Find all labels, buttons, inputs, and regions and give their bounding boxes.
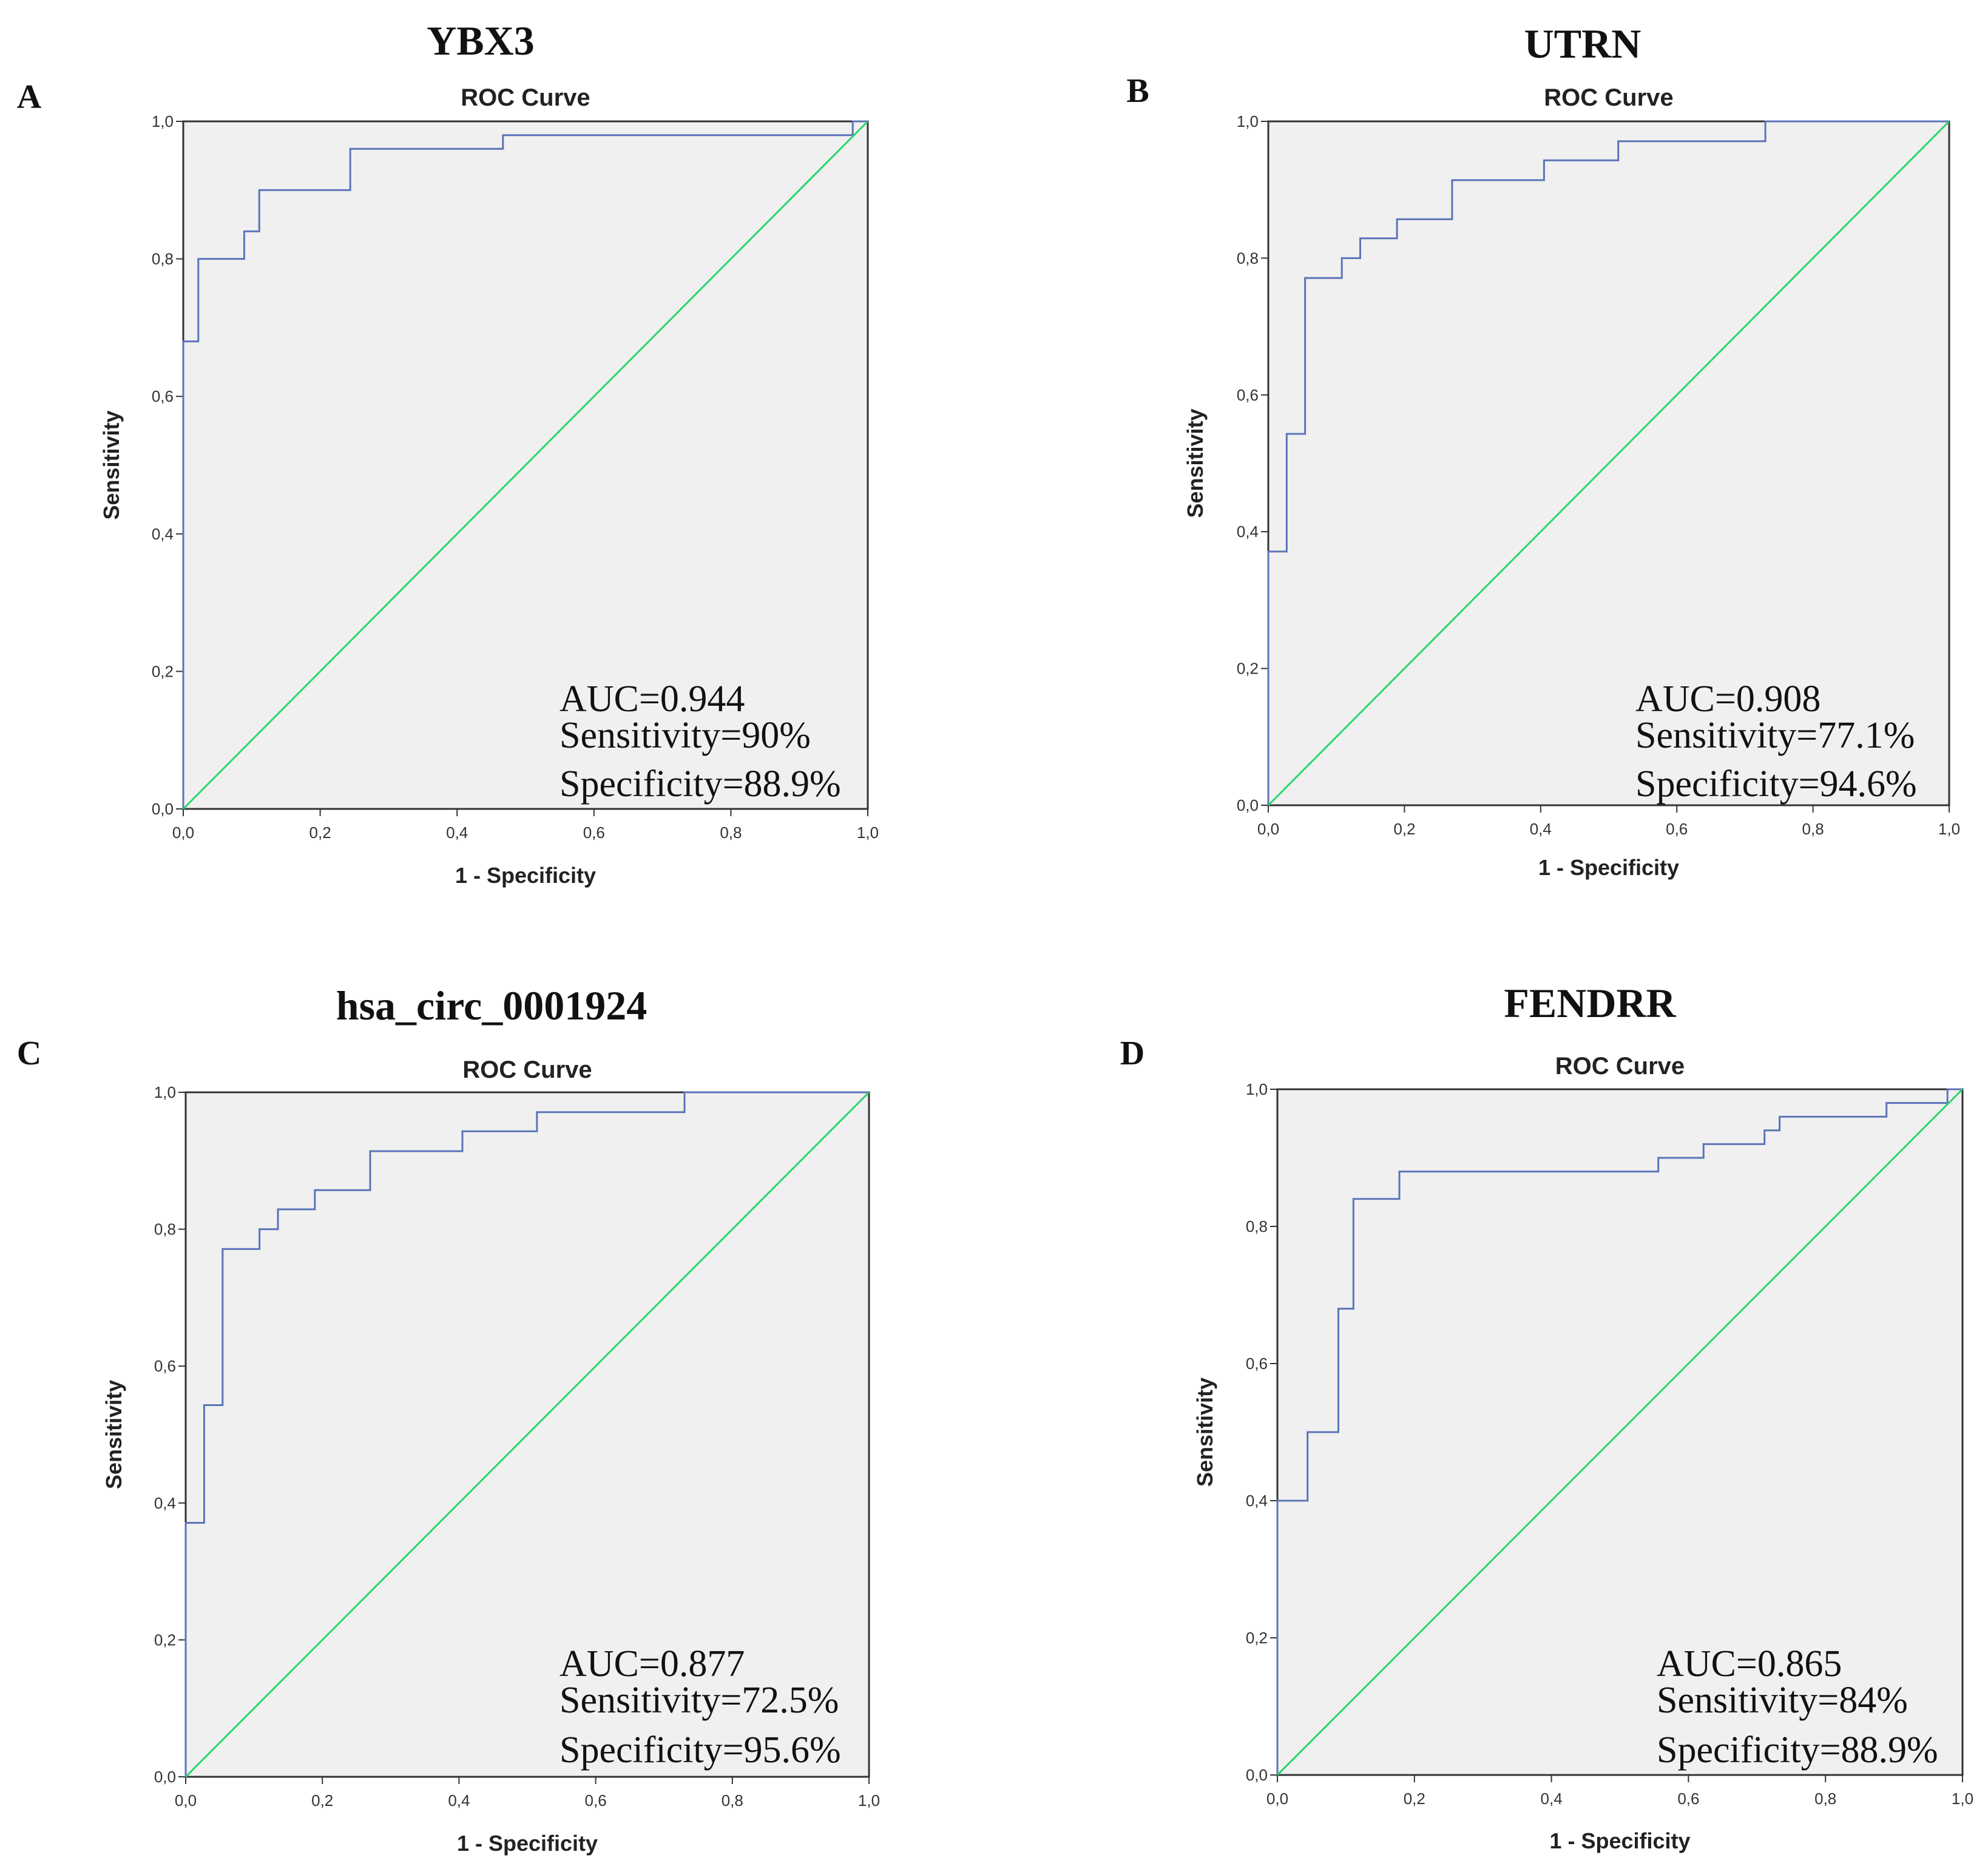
x-tick-label: 0,8 [720,823,742,842]
sensitivity-text: Sensitivity=84% [1657,1680,1908,1721]
x-tick-label: 0,6 [583,823,605,842]
y-tick-label: 0,0 [1246,1766,1268,1784]
roc-panel-d: FENDRR D ROC Curve 0,0 0,0 0,2 0,2 0,4 0,4 0,6 0,6… [1120,980,1973,1853]
panel-letter: B [1126,72,1149,110]
gene-title: YBX3 [427,18,535,64]
reference-diagonal-line [1276,1088,1964,1776]
y-tick-label: 0,4 [154,1494,176,1512]
x-tick-label: 0,0 [1257,820,1279,838]
roc-curve-line [1276,1088,1963,1775]
roc-panel-a: YBX3 A ROC Curve 0,0 0,0 0,2 0,2 0,4 0,4 0,6 0,6 0,… [17,18,879,888]
y-tick-label: 0,4 [1237,522,1259,541]
x-tick-label: 0,8 [722,1791,743,1810]
x-axis-label: 1 - Specificity [455,863,596,888]
x-tick-label: 0,8 [1802,820,1824,838]
roc-curve-line [182,120,868,809]
panel-letter: C [17,1035,41,1072]
x-axis-label: 1 - Specificity [1538,855,1679,880]
x-tick-label: 1,0 [857,823,879,842]
y-axis-label: Sensitivity [1192,1378,1217,1487]
auc-text: AUC=0.877 [560,1643,745,1685]
y-tick-label: 1,0 [152,112,174,130]
chart-title: ROC Curve [461,84,590,111]
y-axis-label: Sensitivity [99,410,124,519]
x-tick-label: 0,0 [175,1791,197,1810]
y-tick-label: 0,2 [1237,660,1259,678]
x-tick-label: 0,2 [309,823,331,842]
x-tick-label: 0,6 [1666,820,1688,838]
roc-curve-line [1267,120,1949,805]
x-tick-label: 1,0 [858,1791,880,1810]
specificity-text: Specificity=94.6% [1635,763,1917,805]
y-tick-label: 0,8 [1246,1217,1268,1236]
panel-letter: A [17,78,42,116]
y-axis-label: Sensitivity [101,1380,126,1489]
x-tick-label: 0,4 [448,1791,470,1810]
y-tick-label: 0,8 [152,250,174,268]
roc-panel-c: hsa_circ_0001924 C ROC Curve 0,0 0,0 0,2 0,2 0,… [17,982,880,1856]
y-tick-label: 1,0 [154,1083,176,1101]
x-tick-label: 0,4 [446,823,468,842]
auc-text: AUC=0.865 [1657,1643,1842,1685]
y-tick-label: 0,0 [1237,796,1259,814]
y-tick-label: 0,6 [1237,386,1259,404]
y-tick-label: 0,4 [1246,1492,1268,1510]
sensitivity-text: Sensitivity=77.1% [1635,715,1915,756]
x-axis-label: 1 - Specificity [1549,1828,1690,1853]
x-tick-label: 1,0 [1952,1790,1973,1808]
x-tick-label: 0,2 [1393,820,1415,838]
y-tick-label: 0,4 [152,525,174,543]
x-tick-label: 0,2 [1404,1790,1425,1808]
y-tick-label: 0,2 [154,1631,176,1649]
reference-diagonal-line [182,120,869,810]
roc-curve-line [184,1091,869,1777]
sensitivity-text: Sensitivity=72.5% [560,1680,839,1721]
x-tick-label: 0,4 [1541,1790,1563,1808]
y-tick-label: 0,0 [154,1768,176,1786]
y-tick-label: 0,8 [154,1220,176,1239]
x-tick-label: 0,6 [1677,1790,1699,1808]
y-axis-label: Sensitivity [1183,408,1208,518]
x-tick-label: 0,8 [1814,1790,1836,1808]
specificity-text: Specificity=88.9% [560,763,841,805]
y-tick-label: 0,0 [152,800,174,818]
y-tick-label: 0,6 [1246,1354,1268,1373]
chart-title: ROC Curve [1544,84,1673,111]
y-tick-label: 0,6 [154,1357,176,1375]
y-tick-label: 1,0 [1246,1080,1268,1098]
x-tick-label: 0,0 [172,823,194,842]
sensitivity-text: Sensitivity=90% [560,715,811,756]
x-axis-label: 1 - Specificity [457,1831,598,1856]
specificity-text: Specificity=88.9% [1657,1729,1938,1771]
x-tick-label: 0,6 [585,1791,607,1810]
gene-title: UTRN [1524,21,1641,67]
x-tick-label: 0,0 [1266,1790,1288,1808]
auc-text: AUC=0.908 [1635,678,1821,720]
y-tick-label: 0,6 [152,387,174,405]
reference-diagonal-line [1267,120,1950,806]
x-tick-label: 1,0 [1938,820,1960,838]
gene-title: hsa_circ_0001924 [336,982,647,1029]
reference-diagonal-line [184,1091,870,1778]
y-tick-label: 0,2 [1246,1629,1268,1647]
y-tick-label: 0,2 [152,662,174,680]
y-tick-label: 1,0 [1237,112,1259,130]
panel-letter: D [1120,1035,1144,1072]
auc-text: AUC=0.944 [560,678,745,720]
x-tick-label: 0,2 [311,1791,333,1810]
roc-panel-b: UTRN B ROC Curve 0,0 0,0 0,2 0,2 0,4 0,4 0,6 0,6 0,… [1126,21,1960,880]
chart-title: ROC Curve [1555,1053,1685,1080]
x-tick-label: 0,4 [1530,820,1552,838]
chart-title: ROC Curve [462,1056,592,1083]
y-tick-label: 0,8 [1237,249,1259,267]
specificity-text: Specificity=95.6% [560,1729,841,1771]
gene-title: FENDRR [1504,980,1676,1026]
